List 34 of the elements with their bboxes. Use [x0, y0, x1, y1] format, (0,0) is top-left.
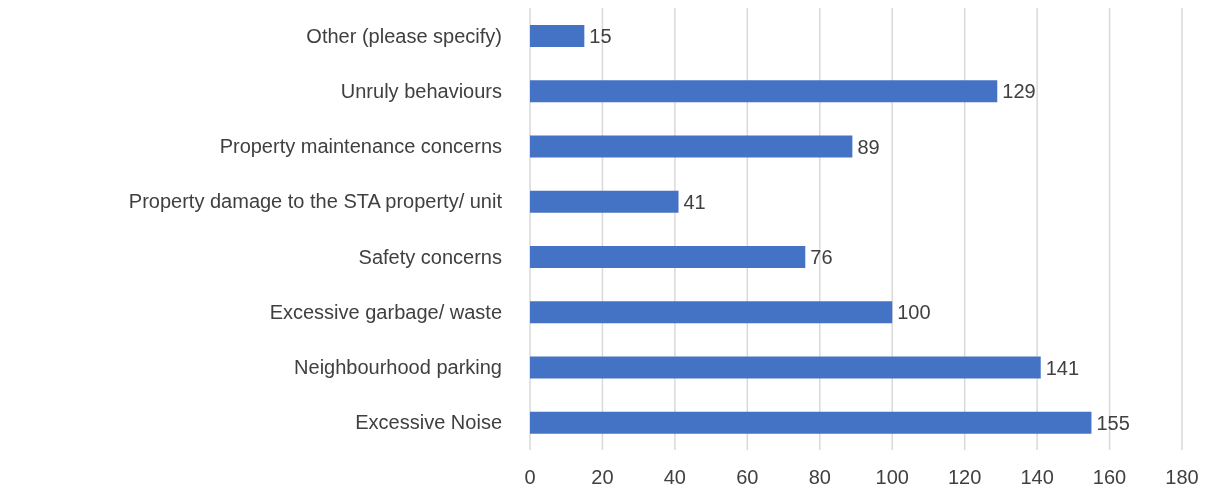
x-tick-label: 140: [1020, 466, 1054, 489]
x-tick-label: 60: [736, 466, 759, 489]
bar: [530, 190, 679, 213]
data-label: 155: [1096, 411, 1130, 434]
bar: [530, 25, 585, 47]
data-label: 100: [897, 301, 931, 324]
y-tick-label: Safety concerns: [358, 245, 502, 268]
bar: [530, 246, 806, 268]
data-label: 141: [1045, 356, 1080, 379]
y-tick-label: Neighbourhood parking: [294, 356, 502, 379]
data-label: 41: [683, 190, 706, 213]
x-tick-label: 120: [947, 466, 982, 489]
x-tick-label: 40: [663, 466, 687, 489]
data-label: 76: [810, 246, 833, 269]
x-tick-label: 100: [875, 466, 909, 489]
data-label: 15: [589, 25, 612, 48]
bar: [530, 301, 893, 324]
bar: [530, 411, 1092, 434]
x-tick-label: 20: [591, 466, 614, 489]
y-tick-label: Property maintenance concerns: [219, 135, 502, 158]
x-tick-label: 160: [1092, 466, 1127, 489]
y-tick-label: Property damage to the STA property/ unit: [128, 190, 503, 213]
bar: [530, 356, 1041, 379]
y-tick-label: Unruly behaviours: [340, 79, 502, 102]
x-tick-label: 80: [808, 466, 831, 489]
bar: [530, 135, 853, 158]
y-tick-label: Excessive garbage/ waste: [269, 300, 502, 323]
bar: [530, 80, 998, 103]
x-tick-label: 0: [524, 466, 536, 489]
x-tick-label: 180: [1165, 466, 1199, 489]
data-label: 129: [1002, 80, 1036, 103]
y-tick-label: Excessive Noise: [355, 411, 502, 434]
y-tick-label: Other (please specify): [306, 24, 502, 47]
data-label: 89: [857, 135, 880, 158]
